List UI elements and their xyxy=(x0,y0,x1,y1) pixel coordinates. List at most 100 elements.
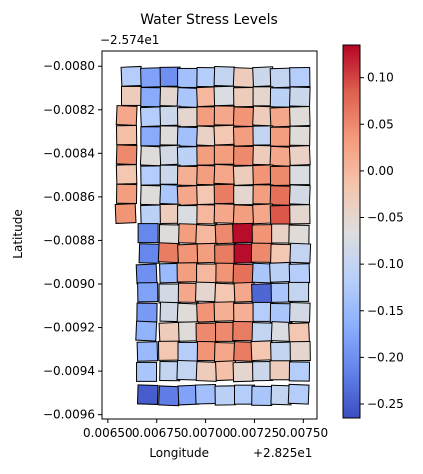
heatmap-cell xyxy=(287,383,310,405)
heatmap-cell xyxy=(115,105,138,126)
heatmap-cell xyxy=(289,86,311,108)
heatmap-cell xyxy=(232,126,255,147)
heatmap-cell xyxy=(213,105,235,126)
heatmap-cell xyxy=(137,282,159,303)
heatmap-cell xyxy=(140,165,162,186)
heatmap-cell xyxy=(139,106,162,128)
heatmap-cell xyxy=(138,243,161,264)
colorbar-tick-label: 0.10 xyxy=(367,71,394,85)
heatmap-cell xyxy=(251,224,273,245)
heatmap-cell xyxy=(269,165,292,187)
colorbar-tick-label: −0.05 xyxy=(367,211,404,225)
heatmap-cell xyxy=(121,85,142,106)
heatmap-cell xyxy=(177,67,199,88)
heatmap-cell xyxy=(288,224,310,245)
heatmap-cell xyxy=(176,126,199,147)
y-tick-label: −0.0094 xyxy=(43,364,95,378)
heatmap-cell xyxy=(176,146,199,167)
heatmap-cell xyxy=(213,163,236,185)
heatmap-cell xyxy=(115,124,138,146)
heatmap-cell xyxy=(269,360,291,381)
heatmap-cell xyxy=(140,204,162,225)
heatmap-cell xyxy=(269,67,292,89)
heatmap-cell xyxy=(176,87,199,108)
heatmap-cell xyxy=(232,222,254,244)
heatmap-cell xyxy=(213,341,236,363)
heatmap-cell xyxy=(195,361,218,382)
heatmap-cell xyxy=(288,184,311,206)
heatmap-cell xyxy=(213,144,235,165)
y-tick-label: −0.0082 xyxy=(43,103,95,117)
colorbar-tick-label: −0.10 xyxy=(367,257,404,271)
heatmap-cell xyxy=(232,361,255,383)
heatmap-cell xyxy=(115,183,138,205)
y-tick-label: −0.0096 xyxy=(43,408,95,422)
heatmap-cell xyxy=(177,243,199,265)
heatmap-cell xyxy=(250,242,273,263)
y-tick-label: −0.0086 xyxy=(43,190,95,204)
heatmap-cell xyxy=(288,322,310,344)
colorbar-tick-label: 0.00 xyxy=(367,164,394,178)
heatmap-cell xyxy=(288,145,311,166)
heatmap-cell xyxy=(177,205,199,226)
x-axis-ticks: 0.00650 0.00675 0.00700 0.00725 0.00750 xyxy=(83,419,328,440)
x-tick-label: 0.00750 xyxy=(279,426,329,440)
heatmap-cell xyxy=(289,125,311,147)
x-tick-label: 0.00650 xyxy=(83,426,133,440)
heatmap-cell xyxy=(288,361,311,382)
x-tick-label: 0.00700 xyxy=(181,426,231,440)
heatmap-cell xyxy=(176,185,199,206)
heatmap-cell xyxy=(289,66,311,88)
heatmap-cell xyxy=(233,185,255,206)
heatmap-cell xyxy=(140,86,162,108)
heatmap-cell xyxy=(176,359,198,381)
heatmap-cell xyxy=(157,340,180,361)
heatmap-cell xyxy=(269,87,292,108)
y-offset-label: −2.574e1 xyxy=(100,33,159,47)
heatmap-cell xyxy=(176,106,199,128)
heatmap-cell xyxy=(232,204,255,226)
heatmap-cell xyxy=(195,224,218,246)
y-axis-label: Latitude xyxy=(11,209,25,258)
heatmap-cell xyxy=(176,165,199,187)
heatmap-cell xyxy=(213,124,236,146)
heatmap-cell xyxy=(136,302,158,323)
heatmap-cell xyxy=(232,106,255,128)
heatmap-cell xyxy=(269,106,292,128)
heatmap-cell xyxy=(140,184,162,206)
heatmap-cell xyxy=(213,66,236,87)
heatmap-cell xyxy=(289,340,311,362)
y-tick-label: −0.0080 xyxy=(43,59,95,73)
heatmap-cell xyxy=(135,263,158,285)
heatmap-cell xyxy=(136,384,159,405)
heatmap-cell xyxy=(232,165,255,186)
heatmap-cell xyxy=(232,320,254,342)
heatmap-cell xyxy=(213,85,236,107)
heatmap-cell xyxy=(195,281,217,303)
heatmap-cell xyxy=(269,145,292,167)
heatmap-cell xyxy=(158,321,181,343)
heatmap-cell xyxy=(157,242,180,264)
heatmap-cell xyxy=(137,223,159,244)
heatmap-cell xyxy=(269,185,292,206)
heatmap-cell xyxy=(289,106,311,127)
chart-title: Water Stress Levels xyxy=(140,12,278,28)
heatmap-cell xyxy=(214,282,237,304)
heatmap-cell xyxy=(251,322,274,343)
heatmap-cell xyxy=(136,341,159,362)
heatmap-cell xyxy=(233,86,255,108)
heatmap-cell xyxy=(158,283,180,304)
heatmap-cell xyxy=(140,67,162,88)
heatmap-cell xyxy=(214,244,236,265)
colorbar-tick-label: −0.25 xyxy=(367,397,404,411)
y-tick-label: −0.0092 xyxy=(43,321,95,335)
x-tick-label: 0.00725 xyxy=(230,426,280,440)
heatmap-cell xyxy=(176,262,198,283)
heatmap-cell xyxy=(177,341,199,362)
colorbar-ticks: 0.10 0.05 0.00 −0.05 −0.10 −0.15 −0.20 −0.25 xyxy=(360,71,404,411)
colorbar-tick-label: 0.05 xyxy=(367,117,394,131)
heatmap-cell xyxy=(196,263,218,284)
heatmap-cell xyxy=(139,145,162,167)
heatmap-cell xyxy=(270,243,292,265)
